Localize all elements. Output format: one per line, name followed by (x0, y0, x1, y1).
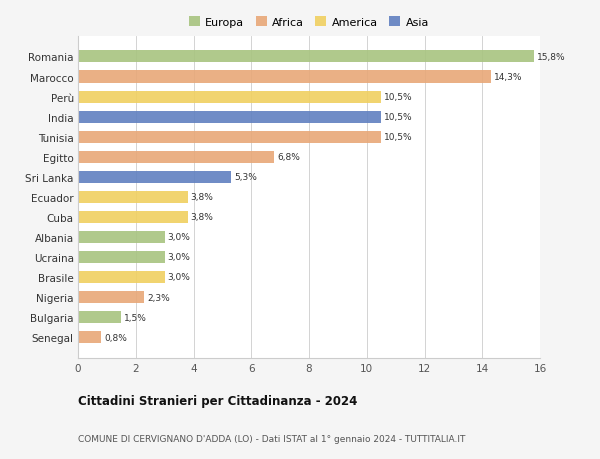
Bar (78, 191, 188, 203)
Text: 0,8%: 0,8% (104, 333, 127, 342)
Text: 3,0%: 3,0% (167, 273, 190, 282)
Text: COMUNE DI CERVIGNANO D'ADDA (LO) - Dati ISTAT al 1° gennaio 2024 - TUTTITALIA.IT: COMUNE DI CERVIGNANO D'ADDA (LO) - Dati … (78, 434, 466, 442)
Text: 3,0%: 3,0% (167, 233, 190, 242)
Bar (78, 151, 274, 163)
Text: 6,8%: 6,8% (277, 153, 300, 162)
Bar (78, 311, 121, 324)
Bar (78, 212, 188, 224)
Bar (78, 71, 491, 84)
Bar (78, 252, 164, 263)
Text: 10,5%: 10,5% (384, 133, 413, 142)
Bar (78, 331, 101, 343)
Bar (78, 291, 145, 303)
Bar (78, 51, 534, 63)
Text: 2,3%: 2,3% (148, 293, 170, 302)
Text: 1,5%: 1,5% (124, 313, 147, 322)
Text: 15,8%: 15,8% (537, 53, 566, 62)
Bar (78, 91, 381, 103)
Text: 10,5%: 10,5% (384, 93, 413, 102)
Text: 14,3%: 14,3% (494, 73, 522, 82)
Text: 3,0%: 3,0% (167, 253, 190, 262)
Text: 10,5%: 10,5% (384, 113, 413, 122)
Bar (78, 271, 164, 283)
Text: 3,8%: 3,8% (191, 193, 214, 202)
Bar (78, 171, 231, 183)
Legend: Europa, Africa, America, Asia: Europa, Africa, America, Asia (188, 17, 430, 28)
Text: 5,3%: 5,3% (234, 173, 257, 182)
Bar (78, 231, 164, 243)
Text: 3,8%: 3,8% (191, 213, 214, 222)
Text: Cittadini Stranieri per Cittadinanza - 2024: Cittadini Stranieri per Cittadinanza - 2… (78, 394, 358, 407)
Bar (78, 131, 381, 143)
Bar (78, 112, 381, 123)
